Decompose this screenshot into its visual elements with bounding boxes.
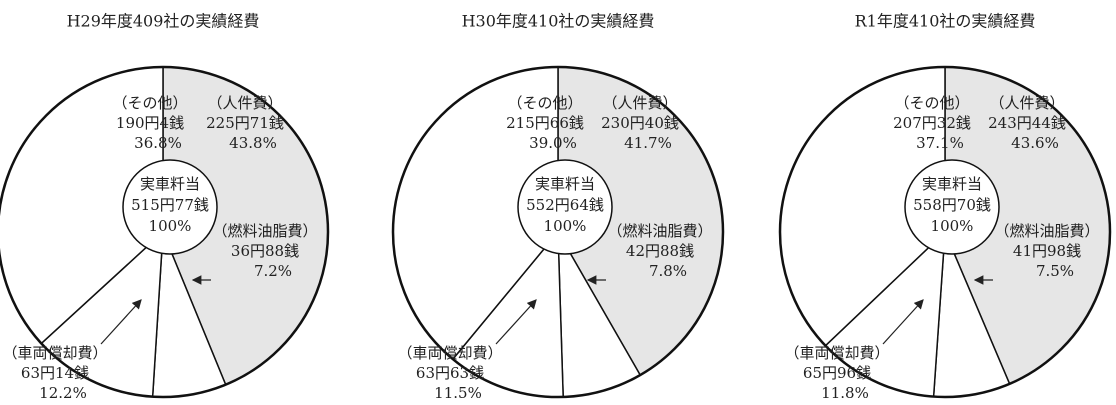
slice-percent: 43.8% (229, 134, 277, 152)
slice-amount: 63円14銭 (21, 364, 89, 382)
slice-amount: 42円88銭 (626, 242, 694, 260)
center-label: 実車粁当 (535, 175, 595, 193)
slice-name: （燃料油脂費） (607, 222, 712, 240)
pie-outline (778, 65, 1112, 399)
chart-title: R1年度410社の実績経費 (855, 12, 1036, 31)
slice-amount: 230円40銭 (601, 114, 679, 132)
slice-amount: 243円44銭 (988, 114, 1066, 132)
slice-name: （人件費） (989, 94, 1064, 112)
slice-percent: 12.2% (39, 384, 87, 402)
slice-name: （車両償却費） (2, 344, 107, 362)
center-label: 100% (544, 217, 587, 235)
slice-amount: 63円63銭 (416, 364, 484, 382)
slice-amount: 190円4銭 (116, 114, 184, 132)
slice-name: （車両償却費） (784, 344, 889, 362)
center-label: 552円64銭 (526, 196, 604, 214)
slice-name: （その他） (894, 94, 969, 112)
center-label: 実車粁当 (922, 175, 982, 193)
slice-name: （その他） (507, 94, 582, 112)
slice-amount: 215円66銭 (506, 114, 584, 132)
slice-percent: 41.7% (624, 134, 672, 152)
slice-name: （人件費） (207, 94, 282, 112)
center-label: 515円77銭 (131, 196, 209, 214)
slice-amount: 225円71銭 (206, 114, 284, 132)
slice-percent: 43.6% (1011, 134, 1059, 152)
label-arrow (495, 299, 537, 345)
slice-name: （燃料油脂費） (212, 222, 317, 240)
slice-name: （その他） (112, 94, 187, 112)
slice-percent: 39.0% (529, 134, 577, 152)
center-circle (904, 159, 1000, 255)
slice-amount: 65円96銭 (803, 364, 871, 382)
chart-title: H29年度409社の実績経費 (67, 12, 260, 31)
center-label: 558円70銭 (913, 196, 991, 214)
slice-percent: 7.8% (649, 262, 687, 280)
slice-percent: 11.5% (434, 384, 482, 402)
label-arrow (882, 299, 924, 345)
label-arrow (100, 299, 142, 345)
center-label: 100% (149, 217, 192, 235)
center-circle (517, 159, 613, 255)
slice-amount: 41円98銭 (1013, 242, 1081, 260)
slice-percent: 7.2% (254, 262, 292, 280)
slice-name: （燃料油脂費） (994, 222, 1099, 240)
slice-amount: 207円32銭 (893, 114, 971, 132)
slice-percent: 11.8% (821, 384, 869, 402)
center-label: 実車粁当 (140, 175, 200, 193)
slice-percent: 37.1% (916, 134, 964, 152)
chart-title: H30年度410社の実績経費 (462, 12, 655, 31)
pie-outline (391, 65, 725, 399)
pie-outline (0, 65, 330, 399)
slice-amount: 36円88銭 (231, 242, 299, 260)
slice-name: （車両償却費） (397, 344, 502, 362)
slice-percent: 7.5% (1036, 262, 1074, 280)
center-circle (122, 159, 218, 255)
slice-name: （人件費） (602, 94, 677, 112)
slice-percent: 36.8% (134, 134, 182, 152)
center-label: 100% (931, 217, 974, 235)
